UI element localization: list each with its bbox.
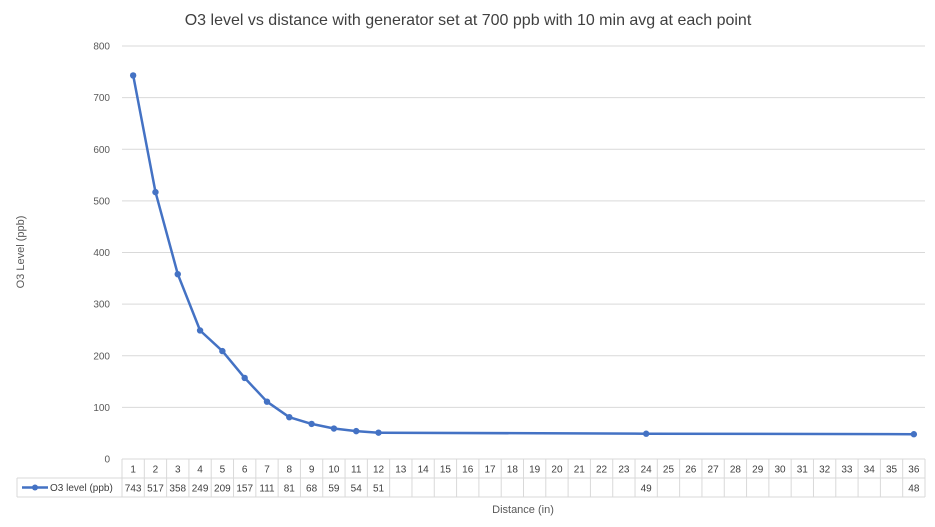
table-data-value: 48 bbox=[908, 484, 920, 495]
y-tick-label: 300 bbox=[93, 300, 110, 311]
y-tick-labels: 0 100 200 300 400 500 600 700 800 bbox=[93, 42, 110, 466]
y-axis-label: O3 Level (ppb) bbox=[15, 216, 27, 289]
y-tick-label: 100 bbox=[93, 403, 110, 414]
y-tick-label: 800 bbox=[93, 42, 110, 53]
y-tick-label: 0 bbox=[104, 455, 110, 466]
data-point bbox=[219, 347, 226, 355]
x-tick-label: 1 bbox=[130, 465, 136, 476]
x-tick-label: 23 bbox=[618, 465, 630, 476]
table-data-value: 743 bbox=[125, 484, 142, 495]
table-data-value: 209 bbox=[214, 484, 231, 495]
x-tick-label: 14 bbox=[418, 465, 430, 476]
x-tick-label: 20 bbox=[551, 465, 563, 476]
table-data-value: 51 bbox=[373, 484, 385, 495]
data-point bbox=[286, 413, 293, 421]
data-point bbox=[375, 429, 382, 436]
x-axis-label: Distance (in) bbox=[492, 504, 554, 516]
table-data-value: 54 bbox=[351, 484, 363, 495]
data-point bbox=[642, 430, 650, 437]
x-tick-label: 17 bbox=[484, 465, 496, 476]
x-tick-label: 36 bbox=[908, 465, 920, 476]
series-line bbox=[131, 75, 914, 436]
table-data-value: 157 bbox=[236, 484, 253, 495]
x-tick-label: 28 bbox=[730, 465, 742, 476]
x-tick-label: 4 bbox=[197, 465, 203, 476]
y-tick-label: 700 bbox=[93, 93, 110, 104]
data-point bbox=[241, 374, 248, 382]
data-point bbox=[196, 327, 204, 334]
y-tick-label: 600 bbox=[93, 145, 110, 156]
x-tick-label: 15 bbox=[440, 465, 452, 476]
x-tick-label: 21 bbox=[574, 465, 586, 476]
data-point bbox=[910, 431, 918, 438]
table-data-value: 59 bbox=[328, 484, 340, 495]
x-tick-label: 26 bbox=[685, 465, 697, 476]
table-data-value: 81 bbox=[284, 484, 296, 495]
x-tick-label: 8 bbox=[287, 465, 293, 476]
x-tick-label: 12 bbox=[373, 465, 385, 476]
data-table: 1 2 3 4 5 6 7 8 9 10 11 12 13 14 15 16 17 18 19 20 21 22 23 24 2… bbox=[16, 458, 926, 498]
x-tick-label: 24 bbox=[641, 465, 653, 476]
x-tick-label: 33 bbox=[841, 465, 853, 476]
y-tick-label: 200 bbox=[93, 351, 110, 362]
x-tick-label: 18 bbox=[507, 465, 519, 476]
x-tick-label: 30 bbox=[774, 465, 786, 476]
x-tick-label: 3 bbox=[175, 465, 181, 476]
x-tick-label: 13 bbox=[395, 465, 407, 476]
x-tick-label: 22 bbox=[596, 465, 608, 476]
table-data-value: 358 bbox=[169, 484, 186, 495]
table-data-value: 49 bbox=[641, 484, 653, 495]
x-tick-label: 29 bbox=[752, 465, 764, 476]
x-tick-label: 32 bbox=[819, 465, 831, 476]
x-tick-label: 9 bbox=[309, 465, 315, 476]
x-tick-label: 6 bbox=[242, 465, 248, 476]
chart-title: O3 level vs distance with generator set … bbox=[185, 12, 752, 29]
x-tick-label: 2 bbox=[153, 465, 159, 476]
x-tick-label: 7 bbox=[264, 465, 270, 476]
data-point bbox=[308, 420, 315, 428]
table-data-value: 517 bbox=[147, 484, 164, 495]
data-point bbox=[174, 270, 181, 278]
y-tick-label: 500 bbox=[93, 196, 110, 207]
x-tick-label: 35 bbox=[886, 465, 898, 476]
x-tick-label: 25 bbox=[663, 465, 675, 476]
table-data-value: 111 bbox=[259, 484, 275, 495]
table-data-value: 68 bbox=[306, 484, 318, 495]
data-point bbox=[152, 188, 159, 196]
data-point bbox=[263, 398, 271, 405]
y-tick-label: 400 bbox=[93, 248, 110, 259]
x-tick-label: 16 bbox=[462, 465, 474, 476]
x-tick-label: 27 bbox=[708, 465, 720, 476]
series-line-layer bbox=[131, 75, 914, 436]
y-gridlines bbox=[122, 45, 925, 408]
x-tick-label: 34 bbox=[864, 465, 876, 476]
data-point bbox=[129, 72, 137, 79]
x-tick-label: 11 bbox=[351, 465, 362, 476]
data-points bbox=[129, 72, 918, 438]
table-data-value: 249 bbox=[192, 484, 209, 495]
legend-marker-key bbox=[32, 484, 38, 491]
data-point bbox=[330, 425, 338, 432]
legend-series-name: O3 level (ppb) bbox=[50, 483, 113, 494]
x-tick-label: 10 bbox=[328, 465, 340, 476]
x-tick-label: 19 bbox=[529, 465, 541, 476]
x-tick-label: 5 bbox=[220, 465, 226, 476]
data-point bbox=[353, 427, 360, 435]
x-tick-label: 31 bbox=[797, 465, 809, 476]
